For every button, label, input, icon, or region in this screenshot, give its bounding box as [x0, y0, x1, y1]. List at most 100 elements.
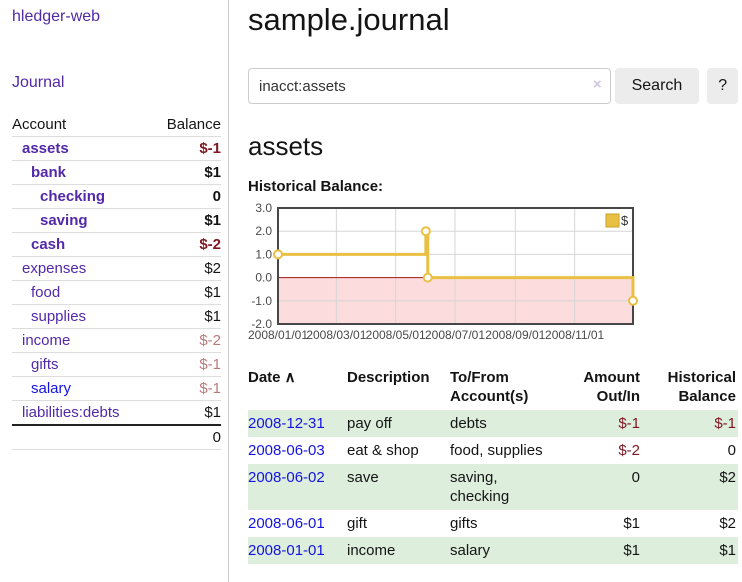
account-row: checking 0 — [12, 184, 221, 209]
transaction-balance: 0 — [727, 442, 736, 459]
transaction-date-link[interactable]: 2008-06-02 — [248, 469, 325, 486]
x-axis-tick-label: 2008/03/01 — [306, 328, 366, 342]
transaction-balance: $1 — [719, 542, 736, 559]
search-input[interactable] — [248, 68, 611, 104]
y-axis-tick-label: 2.0 — [255, 224, 272, 238]
register-row: 2008-06-02 save saving, checking 0 $2 — [248, 464, 738, 510]
account-row: liabilities:debts $1 — [12, 400, 221, 425]
x-axis-tick-label: 2008/05/01 — [366, 328, 426, 342]
transaction-date-link[interactable]: 2008-01-01 — [248, 542, 325, 559]
account-balance: 0 — [150, 184, 221, 209]
account-balance: $2 — [150, 256, 221, 281]
account-row: bank $1 — [12, 160, 221, 185]
chart-heading: Historical Balance: — [248, 178, 384, 195]
accounts-total-row: 0 — [12, 424, 221, 450]
transaction-amount: 0 — [631, 469, 640, 486]
account-balance: $1 — [150, 280, 221, 305]
transaction-balance: $2 — [719, 515, 736, 532]
historical-balance-chart: 3.0 2.0 1.0 0.0 -1.0 -2.02008/01/012008/03/01… — [248, 201, 638, 342]
accounts-header-balance: Balance — [166, 116, 221, 133]
account-balance: $-1 — [150, 136, 221, 161]
account-row: food $1 — [12, 280, 221, 305]
transaction-accounts: salary — [450, 542, 491, 559]
sidebar-account-link[interactable]: food — [31, 284, 61, 301]
transaction-accounts: saving, checking — [450, 469, 510, 505]
account-row: gifts $-1 — [12, 352, 221, 377]
chart-border — [277, 207, 634, 325]
transaction-description: income — [347, 542, 396, 559]
y-axis-tick-label: -1.0 — [251, 294, 272, 308]
sidebar-account-link[interactable]: checking — [40, 188, 106, 205]
register-header-date-sort[interactable]: Date ∧ — [248, 369, 296, 386]
x-axis-tick-label: 2008/07/01 — [425, 328, 485, 342]
sidebar-account-link[interactable]: gifts — [31, 356, 59, 373]
accounts-table: Account Balance assets $-1 bank $1 checking 0… — [12, 113, 221, 450]
account-balance: $1 — [150, 400, 221, 425]
search-input-wrap: × — [248, 68, 611, 104]
sidebar-account-link[interactable]: liabilities:debts — [22, 404, 120, 421]
transaction-date-link[interactable]: 2008-12-31 — [248, 415, 325, 432]
app-brand-link[interactable]: hledger-web — [12, 8, 101, 25]
search-form: × Search ? — [248, 68, 738, 104]
register-header: Historical Balance — [667, 369, 736, 405]
transaction-accounts: debts — [450, 415, 487, 432]
register-row: 2008-01-01 income salary $1 $1 — [248, 537, 738, 564]
transaction-amount: $1 — [623, 515, 640, 532]
data-point-marker — [628, 295, 638, 306]
sidebar-account-link[interactable]: supplies — [31, 308, 87, 325]
sidebar-account-link[interactable]: income — [22, 332, 71, 349]
register-table-body: 2008-12-31 pay off debts $-1 $-1 2008-06-03 ea… — [248, 410, 738, 564]
account-balance: $-1 — [150, 376, 221, 401]
register-header: To/From Account(s) — [450, 369, 529, 405]
accounts-header-account: Account — [12, 116, 67, 133]
legend-label: $ — [621, 213, 629, 228]
sidebar-account-link[interactable]: cash — [31, 236, 66, 253]
search-button[interactable]: Search — [614, 68, 700, 104]
transaction-balance: $-1 — [714, 415, 736, 432]
transaction-date-link[interactable]: 2008-06-01 — [248, 515, 325, 532]
clear-search-icon[interactable]: × — [592, 76, 602, 93]
sidebar-account-link[interactable]: assets — [22, 140, 69, 157]
legend-swatch — [605, 213, 620, 228]
account-row: expenses $2 — [12, 256, 221, 281]
register-header: Amount Out/In — [583, 369, 640, 405]
data-point-marker — [422, 272, 433, 283]
sidebar-item-journal[interactable]: Journal — [12, 74, 65, 91]
sidebar: hledger-web Journal Account Balance asse… — [0, 0, 229, 582]
register-row: 2008-06-01 gift gifts $1 $2 — [248, 510, 738, 537]
transaction-description: save — [347, 469, 379, 486]
register-header-row: Date ∧ Description To/From Account(s) Amoun… — [248, 364, 738, 410]
sidebar-account-link[interactable]: salary — [31, 380, 72, 397]
account-balance: $-1 — [150, 352, 221, 377]
account-balance: $-2 — [150, 328, 221, 353]
sidebar-account-link[interactable]: expenses — [22, 260, 87, 277]
x-axis-tick-label: 2008/01/01 — [248, 328, 308, 342]
transaction-accounts: food, supplies — [450, 442, 543, 459]
y-axis-tick-label: 1.0 — [255, 247, 272, 261]
transaction-amount: $-2 — [618, 442, 640, 459]
account-balance: $1 — [150, 208, 221, 233]
sidebar-account-link[interactable]: bank — [31, 164, 67, 181]
transaction-accounts: gifts — [450, 515, 478, 532]
transaction-amount: $1 — [623, 542, 640, 559]
register-row: 2008-06-03 eat & shop food, supplies $-2 0 — [248, 437, 738, 464]
transaction-description: gift — [347, 515, 368, 532]
data-point-marker — [273, 249, 283, 260]
transaction-date-link[interactable]: 2008-06-03 — [248, 442, 325, 459]
accounts-table-body: assets $-1 bank $1 checking 0 saving $1 cash $-2 e… — [12, 136, 221, 425]
sidebar-account-link[interactable]: saving — [40, 212, 88, 229]
x-axis-tick-label: 2008/11/01 — [545, 328, 604, 342]
account-heading: assets — [248, 131, 324, 161]
transaction-description: eat & shop — [347, 442, 419, 459]
main-content: sample.journal × Search ? assets Histori… — [248, 0, 738, 564]
account-balance: $1 — [150, 160, 221, 185]
register-table: Date ∧ Description To/From Account(s) Amoun… — [248, 364, 738, 564]
transaction-balance: $2 — [719, 469, 736, 486]
account-balance: $1 — [150, 304, 221, 329]
account-balance: $-2 — [150, 232, 221, 257]
help-button[interactable]: ? — [707, 68, 738, 104]
transaction-amount: $-1 — [618, 415, 640, 432]
accounts-total-value: 0 — [150, 424, 221, 450]
register-header: Description — [347, 369, 430, 386]
transaction-description: pay off — [347, 415, 392, 432]
